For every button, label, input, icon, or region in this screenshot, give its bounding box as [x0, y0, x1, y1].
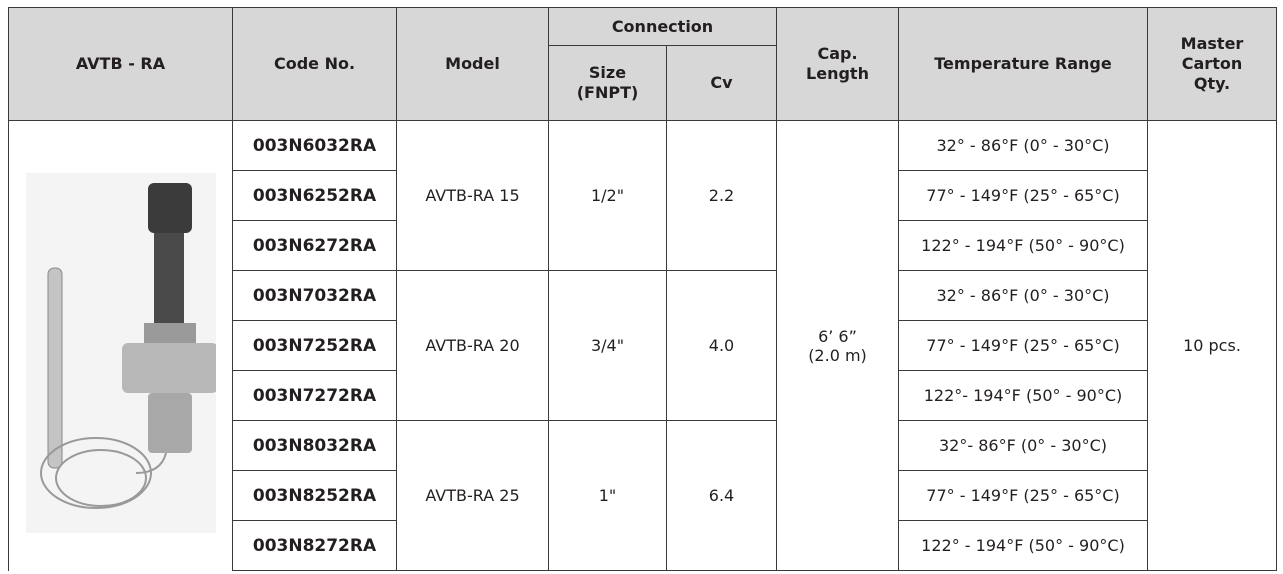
- cv: 2.2: [666, 120, 777, 271]
- code-no: 003N6252RA: [232, 170, 397, 221]
- table-row: 003N8272RA 122° - 194°F (50° - 90°C): [9, 520, 1277, 571]
- header-cell: Cv: [666, 45, 777, 121]
- code-no: 003N8272RA: [232, 520, 397, 571]
- header-cell: Size (FNPT): [548, 45, 667, 121]
- temperature-range: 32°- 86°F (0° - 30°C): [898, 420, 1148, 471]
- code-no: 003N7032RA: [232, 270, 397, 321]
- temperature-range: 122° - 194°F (50° - 90°C): [898, 220, 1148, 271]
- image-cell: [8, 120, 233, 571]
- temperature-range: 32° - 86°F (0° - 30°C): [898, 120, 1148, 171]
- header-cell: Master Carton Qty.: [1147, 7, 1277, 121]
- temperature-range: 122°- 194°F (50° - 90°C): [898, 370, 1148, 421]
- table-row: 003N7252RA 77° - 149°F (25° - 65°C): [9, 320, 1277, 371]
- temperature-range: 77° - 149°F (25° - 65°C): [898, 470, 1148, 521]
- code-no: 003N7252RA: [232, 320, 397, 371]
- table-row: 003N7272RA 122°- 194°F (50° - 90°C): [9, 370, 1277, 421]
- product-image: [25, 173, 218, 534]
- code-no: 003N6272RA: [232, 220, 397, 271]
- table-body: 003N6032RA AVTB-RA 15 1/2" 2.2 6’ 6” (2.0 m)…: [8, 120, 1277, 571]
- table-row: 003N6272RA 122° - 194°F (50° - 90°C): [9, 220, 1277, 271]
- size: 1": [548, 420, 667, 571]
- model: AVTB-RA 20: [396, 270, 549, 421]
- header-cell: Code No.: [232, 7, 397, 121]
- code-no: 003N8032RA: [232, 420, 397, 471]
- code-no: 003N6032RA: [232, 120, 397, 171]
- size: 3/4": [548, 270, 667, 421]
- header-cell: Cap. Length: [776, 7, 899, 121]
- table-row: 003N7032RA AVTB-RA 20 3/4" 4.0 32° - 86°F (0…: [9, 270, 1277, 421]
- temperature-range: 77° - 149°F (25° - 65°C): [898, 320, 1148, 371]
- header-cell: Connection: [548, 7, 777, 46]
- cv: 6.4: [666, 420, 777, 571]
- header-cell: AVTB - RA: [8, 7, 233, 121]
- table-row: 003N6032RA AVTB-RA 15 1/2" 2.2 6’ 6” (2.0 m)…: [8, 120, 1277, 571]
- size: 1/2": [548, 120, 667, 271]
- code-no: 003N8252RA: [232, 470, 397, 521]
- temperature-range: 122° - 194°F (50° - 90°C): [898, 520, 1148, 571]
- table-row: 003N6252RA 77° - 149°F (25° - 65°C): [9, 170, 1277, 221]
- table-row: 003N8032RA AVTB-RA 25 1" 6.4 32°- 86°F (0° -…: [9, 420, 1277, 571]
- header-cell: Temperature Range: [898, 7, 1148, 121]
- model: AVTB-RA 15: [396, 120, 549, 271]
- product-table: AVTB - RA Code No. Model Connection Cap.…: [8, 7, 1277, 571]
- code-no: 003N7272RA: [232, 370, 397, 421]
- temperature-range: 32° - 86°F (0° - 30°C): [898, 270, 1148, 321]
- cv: 4.0: [666, 270, 777, 421]
- cap-length: 6’ 6” (2.0 m): [776, 120, 899, 571]
- header-cell: Model: [396, 7, 549, 121]
- temperature-range: 77° - 149°F (25° - 65°C): [898, 170, 1148, 221]
- master-carton-qty: 10 pcs.: [1147, 120, 1277, 571]
- table-row: 003N8252RA 77° - 149°F (25° - 65°C): [9, 470, 1277, 521]
- model: AVTB-RA 25: [396, 420, 549, 571]
